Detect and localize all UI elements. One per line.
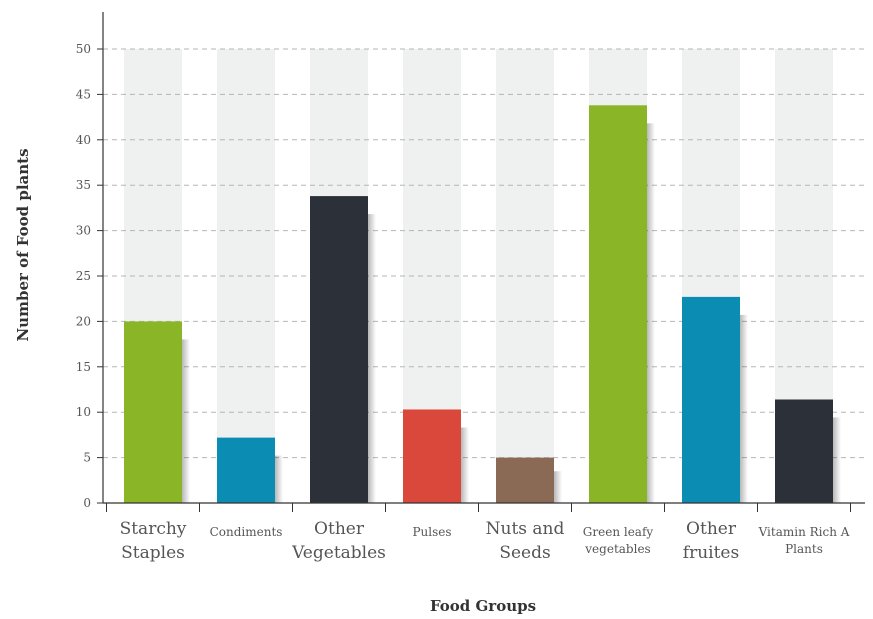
y-tick-label: 45	[76, 87, 91, 101]
axes: 0 5 10 15 20 25 30 35 40 45 50 Starchy Staples Condim…	[76, 12, 865, 563]
x-tick-label-line: Pulses	[412, 525, 451, 539]
x-tick-label: Pulses	[412, 525, 451, 539]
x-tick-label-line: Staples	[121, 543, 185, 563]
y-tick-label: 10	[76, 405, 91, 419]
bar-shadow	[461, 427, 469, 503]
y-axis-title: Number of Food plants	[14, 148, 32, 341]
y-tick-label: 15	[76, 360, 91, 374]
bar	[682, 296, 740, 503]
bar	[310, 196, 368, 503]
bar	[589, 105, 647, 504]
bars	[124, 105, 841, 504]
x-tick-label-line: Vitamin Rich A	[758, 525, 850, 539]
x-tick-label: Green leafy vegetables	[583, 525, 654, 556]
bar-shadow	[554, 471, 562, 503]
bar	[403, 409, 461, 503]
x-tick-label-line: Other	[314, 519, 365, 539]
x-tick-label-line: Condiments	[210, 525, 283, 539]
x-tick-label-line: Green leafy	[583, 525, 654, 539]
bar	[124, 321, 182, 503]
x-tick-label-line: fruites	[683, 543, 739, 563]
y-tick-label: 20	[76, 314, 91, 328]
bar	[775, 399, 833, 503]
x-tick-label-line: Nuts and	[486, 519, 565, 539]
gridlines	[103, 48, 865, 459]
x-tick-label: Other fruites	[683, 519, 739, 563]
x-tick-label-line: Starchy	[120, 519, 187, 539]
y-tick-label: 5	[83, 451, 91, 465]
bar	[217, 437, 275, 503]
bar-shadow	[182, 339, 190, 503]
y-tick-label: 50	[76, 42, 91, 56]
bar-shadow	[647, 123, 655, 504]
bar-shadow	[833, 417, 841, 503]
x-tick-label: Nuts and Seeds	[486, 519, 565, 563]
x-tick-label: Other Vegetables	[291, 519, 386, 563]
y-tick-label: 40	[76, 133, 91, 147]
bar-shadow	[740, 314, 748, 503]
x-tick-label-line: Seeds	[499, 543, 550, 563]
y-tick-label: 35	[76, 178, 91, 192]
x-tick-label-line: Other	[686, 519, 737, 539]
x-axis-title: Food Groups	[430, 597, 536, 615]
x-tick-label-line: Vegetables	[291, 543, 386, 563]
bar-shadow	[275, 455, 283, 503]
x-tick-label: Starchy Staples	[120, 519, 187, 563]
y-tick-label: 0	[83, 496, 91, 510]
x-tick-label-line: Plants	[785, 542, 823, 556]
y-tick-label: 30	[76, 224, 91, 238]
bar-shadow	[368, 214, 376, 503]
y-tick-label: 25	[76, 269, 91, 283]
x-tick-label-line: vegetables	[584, 542, 650, 556]
bar	[496, 457, 554, 503]
x-tick-label: Vitamin Rich A Plants	[758, 525, 850, 556]
x-tick-label: Condiments	[210, 525, 283, 539]
